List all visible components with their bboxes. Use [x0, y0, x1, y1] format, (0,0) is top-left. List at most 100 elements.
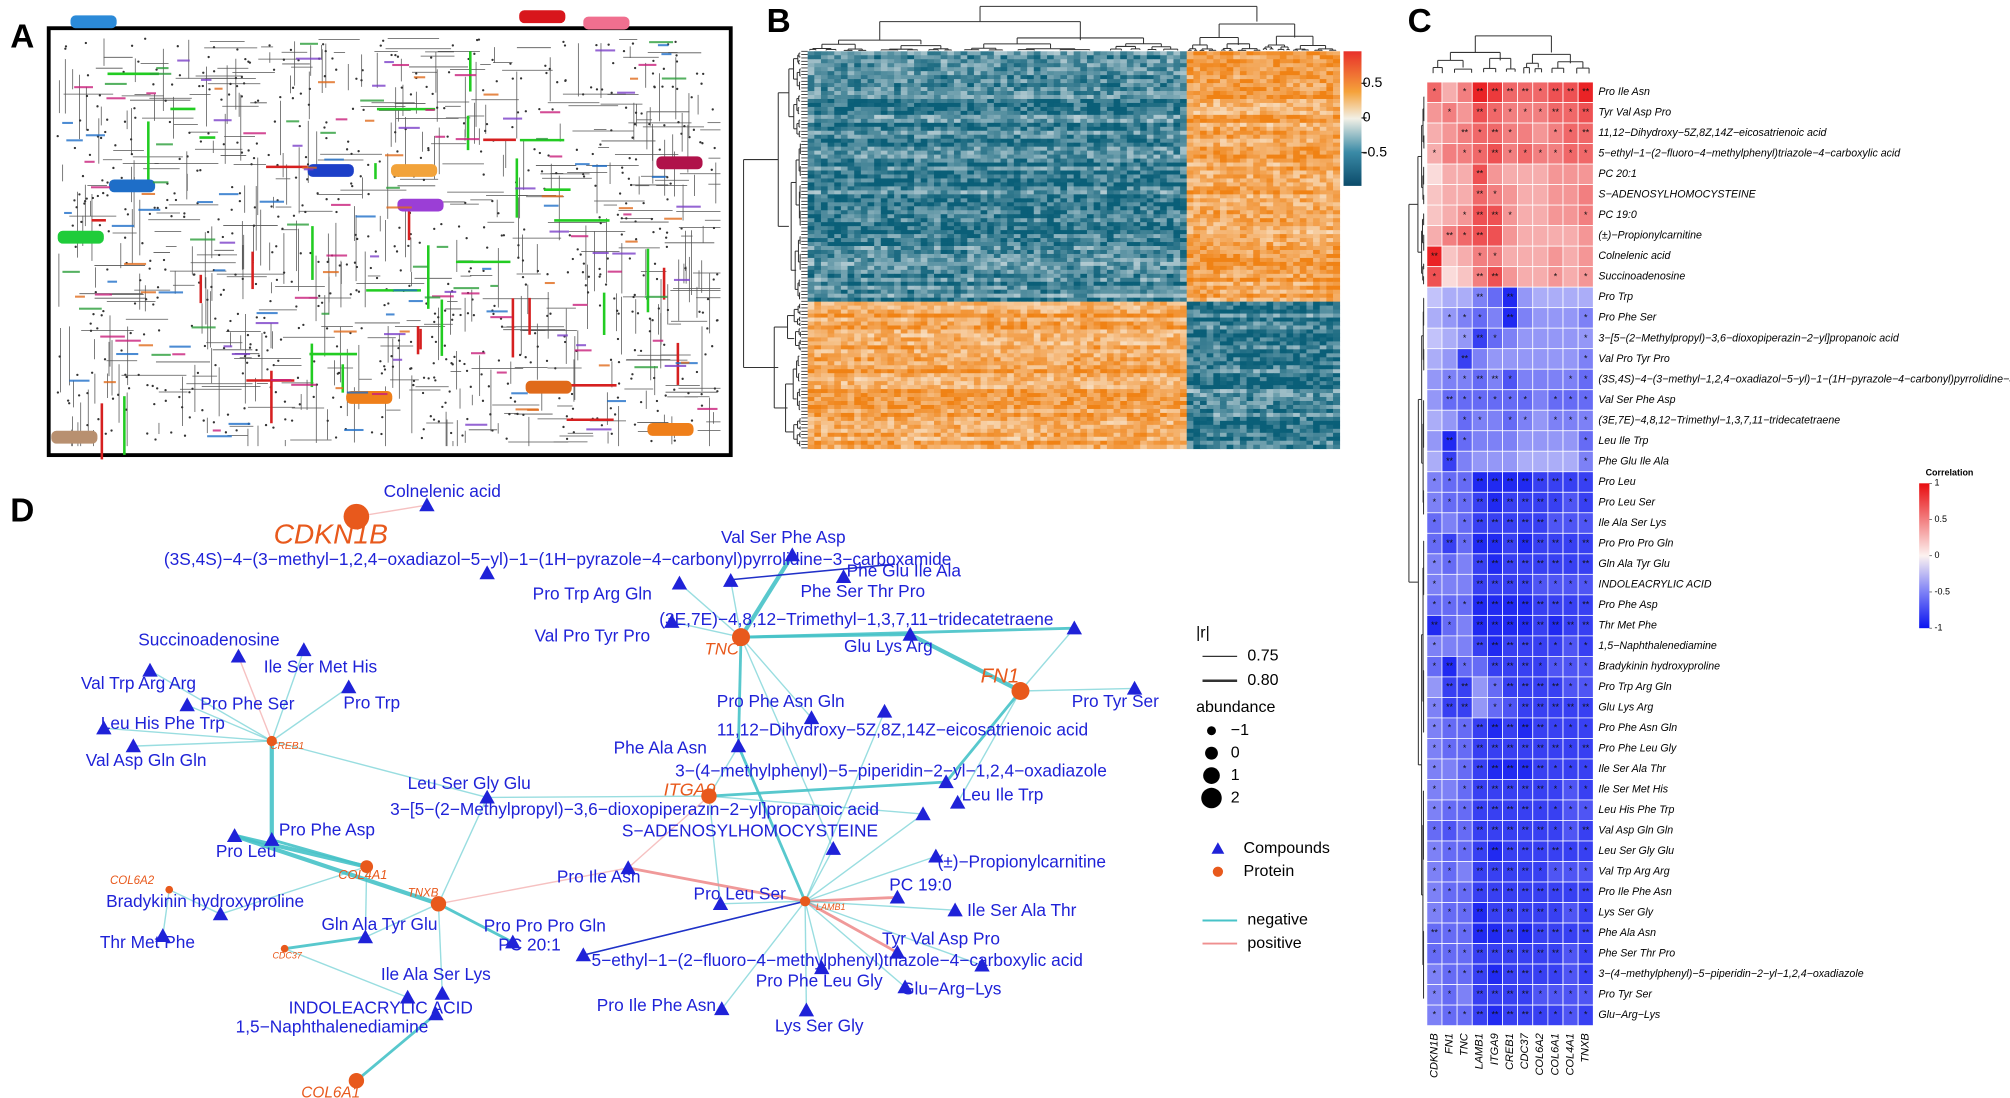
heatmap-cell	[1313, 222, 1321, 227]
pathway-node	[712, 226, 716, 230]
heatmap-cell	[1233, 83, 1241, 88]
pathway-node	[255, 348, 258, 352]
heatmap-cell	[1319, 198, 1327, 203]
heatmap-cell	[1126, 122, 1134, 128]
heatmap-cell	[1259, 67, 1267, 72]
heatmap-cell	[867, 214, 875, 219]
heatmap-cell	[1040, 194, 1048, 199]
heatmap-cell	[960, 158, 968, 163]
heatmap-cell	[1160, 190, 1168, 195]
heatmap-cell	[1259, 130, 1267, 136]
pathway-text	[320, 131, 336, 134]
heatmap-cell	[860, 150, 868, 155]
heatmap-cell	[1299, 138, 1307, 144]
heatmap-cell	[1273, 118, 1281, 124]
pathway-node	[156, 387, 159, 390]
heatmap-cell	[1246, 162, 1254, 167]
heatmap-cell	[1153, 114, 1161, 120]
heatmap-cell	[1319, 190, 1327, 195]
heatmap-cell	[907, 63, 915, 68]
heatmap-cell	[987, 126, 995, 132]
heatmap-cell	[1013, 67, 1021, 72]
heatmap-cell	[953, 190, 962, 195]
heatmap-cell	[940, 222, 948, 227]
heatmap-cell	[820, 63, 828, 68]
heatmap-cell	[827, 83, 835, 88]
heatmap-cell	[1253, 106, 1261, 112]
heatmap-cell	[820, 59, 828, 64]
pathway-node	[652, 59, 655, 63]
heatmap-cell	[887, 87, 895, 92]
heatmap-cell	[874, 51, 882, 56]
heatmap-cell	[953, 67, 962, 72]
heatmap-cell	[1133, 198, 1141, 203]
pathway-node	[617, 382, 621, 385]
heatmap-cell	[900, 94, 908, 100]
heatmap-cell	[1219, 162, 1228, 167]
heatmap-cell	[1319, 178, 1327, 183]
pathway-node	[202, 71, 205, 74]
heatmap-cell	[1306, 134, 1314, 140]
heatmap-cell	[807, 75, 815, 80]
heatmap-cell	[1073, 87, 1081, 92]
pathway-node	[174, 198, 178, 202]
heatmap-cell	[894, 198, 902, 203]
heatmap-cell	[1060, 134, 1068, 140]
heatmap-cell	[1160, 79, 1168, 84]
heatmap-cell	[1033, 194, 1041, 199]
heatmap-cell	[847, 91, 855, 96]
heatmap-cell	[1080, 102, 1088, 108]
heatmap-cell	[820, 130, 828, 136]
heatmap-cell	[1279, 154, 1287, 159]
heatmap-cell	[1246, 106, 1254, 112]
heatmap-cell	[947, 75, 955, 80]
heatmap-cell	[1126, 91, 1134, 96]
heatmap-cell	[1299, 158, 1307, 163]
heatmap-cell	[1093, 222, 1101, 227]
heatmap-cell	[1299, 59, 1307, 64]
heatmap-cell	[887, 182, 895, 187]
heatmap-cell	[1279, 102, 1287, 108]
heatmap-cell	[1326, 87, 1334, 92]
heatmap-cell	[1020, 130, 1028, 136]
heatmap-cell	[1193, 118, 1201, 124]
heatmap-cell	[907, 98, 915, 104]
heatmap-cell	[1186, 126, 1194, 132]
heatmap-cell	[834, 166, 842, 171]
heatmap-cell	[1067, 206, 1075, 211]
heatmap-cell	[1067, 178, 1075, 183]
heatmap-cell	[914, 126, 922, 132]
heatmap-cell	[920, 63, 928, 68]
heatmap-cell	[1106, 79, 1114, 84]
heatmap-cell	[960, 174, 968, 179]
heatmap-cell	[1113, 150, 1121, 155]
heatmap-cell	[1073, 138, 1081, 144]
heatmap-cell	[1067, 51, 1075, 56]
heatmap-cell	[967, 134, 975, 140]
heatmap-cell	[1140, 98, 1148, 104]
pathway-text	[335, 387, 344, 390]
heatmap-cell	[1173, 214, 1181, 219]
heatmap-cell	[1146, 210, 1154, 215]
heatmap-cell	[1313, 202, 1321, 207]
heatmap-cell	[934, 194, 942, 199]
pathway-node	[651, 319, 654, 322]
heatmap-cell	[834, 206, 842, 211]
heatmap-cell	[847, 126, 855, 132]
pathway-node	[497, 212, 500, 215]
heatmap-cell	[1067, 154, 1075, 159]
heatmap-cell	[820, 198, 828, 203]
pathway-node	[290, 419, 294, 422]
heatmap-cell	[973, 98, 981, 104]
heatmap-cell	[840, 198, 848, 203]
heatmap-cell	[1200, 110, 1208, 116]
heatmap-cell	[1020, 190, 1028, 195]
pathway-node	[360, 327, 363, 330]
heatmap-cell	[1120, 122, 1128, 128]
pathway-node	[451, 363, 454, 366]
heatmap-cell	[1113, 87, 1121, 92]
heatmap-cell	[1293, 79, 1301, 84]
heatmap-cell	[847, 154, 855, 159]
heatmap-cell	[1193, 162, 1201, 167]
heatmap-cell	[1133, 67, 1141, 72]
